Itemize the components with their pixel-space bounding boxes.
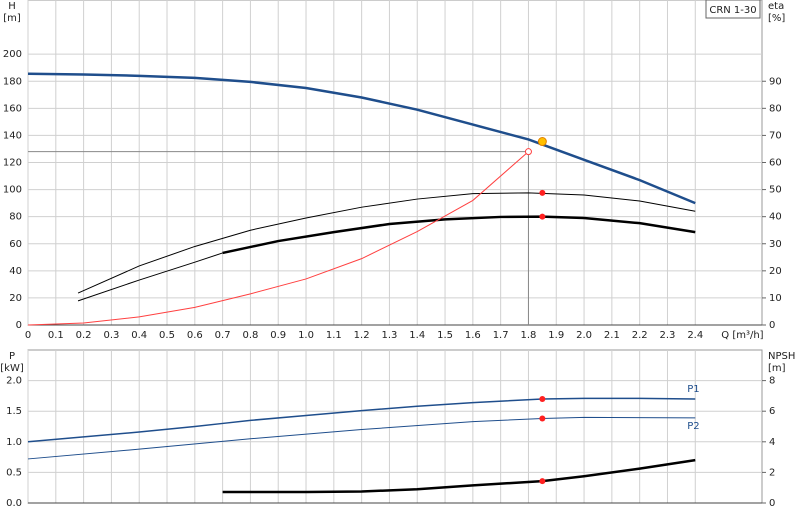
y-tick-label: 0.0: [6, 498, 22, 509]
point-marker: [524, 148, 532, 156]
y-tick-label: 40: [9, 266, 22, 277]
y2-tick-label: 10: [769, 293, 782, 304]
y-tick-label: 60: [9, 239, 22, 250]
x-tick-label: 0.5: [159, 330, 175, 341]
x-tick-label: 2.1: [604, 330, 620, 341]
x-tick-label: 1.9: [548, 330, 564, 341]
y-tick-label: 0: [16, 320, 22, 331]
point-marker: [539, 478, 546, 485]
series-line: [27, 151, 529, 326]
x-tick-label: 1.1: [326, 330, 342, 341]
y-tick-label: 100: [3, 185, 22, 196]
point-marker: [539, 395, 546, 402]
y2-tick-label: 90: [769, 76, 782, 87]
x-tick-label: 1.0: [298, 330, 314, 341]
y-tick-label: 200: [3, 49, 22, 60]
y-tick-label: 160: [3, 103, 22, 114]
y2-tick-label: 0: [769, 320, 775, 331]
x-tick-label: 0.3: [103, 330, 119, 341]
y2-axis-label: NPSH: [768, 351, 795, 362]
x-tick-label: 0.6: [187, 330, 203, 341]
x-tick-label: 0.8: [242, 330, 258, 341]
y2-tick-label: 4: [769, 437, 775, 448]
y-tick-label: 120: [3, 158, 22, 169]
series-line: [222, 215, 696, 255]
y-tick-label: 20: [9, 293, 22, 304]
plot-area: [27, 349, 763, 504]
x-tick-label: 2.0: [576, 330, 592, 341]
y2-tick-label: 60: [769, 158, 782, 169]
y-tick-label: 2.0: [6, 376, 22, 387]
y-tick-label: 140: [3, 130, 22, 141]
y2-axis-label: eta: [768, 1, 784, 12]
series-line: [27, 397, 696, 443]
x-tick-label: 1.4: [409, 330, 425, 341]
title-box: [705, 0, 761, 19]
y2-tick-label: 50: [769, 185, 782, 196]
x-tick-label: 0.4: [131, 330, 147, 341]
x-tick-label: 0.1: [48, 330, 64, 341]
y2-tick-label: 20: [769, 266, 782, 277]
y2-tick-label: 80: [769, 103, 782, 114]
y2-tick-label: 40: [769, 212, 782, 223]
y-axis-label: H: [8, 1, 16, 12]
chart-title: CRN 1-30: [709, 5, 756, 16]
y2-axis-unit: [m]: [768, 363, 786, 374]
x-tick-label: 1.7: [493, 330, 509, 341]
x-axis-label: Q [m³/h]: [721, 330, 763, 341]
series-label: P1: [687, 384, 699, 395]
x-tick-label: 0: [25, 330, 31, 341]
y-tick-label: 1.0: [6, 437, 22, 448]
series-line: [27, 72, 696, 205]
series-line: [27, 416, 696, 460]
y-tick-label: 180: [3, 76, 22, 87]
x-tick-label: 2.4: [687, 330, 703, 341]
y2-tick-label: 8: [769, 376, 775, 387]
x-tick-label: 0.9: [270, 330, 286, 341]
y2-tick-label: 0: [769, 498, 775, 509]
x-tick-label: 1.8: [521, 330, 537, 341]
y2-tick-label: 2: [769, 467, 775, 478]
y-tick-label: 0.5: [6, 467, 22, 478]
x-tick-label: 1.5: [437, 330, 453, 341]
y-tick-label: 80: [9, 212, 22, 223]
series-label: P2: [687, 421, 699, 432]
x-tick-label: 2.2: [632, 330, 648, 341]
point-marker: [537, 137, 547, 147]
y-tick-label: 1.5: [6, 406, 22, 417]
y2-axis-unit: [%]: [768, 13, 785, 24]
point-marker: [539, 189, 546, 196]
series-line: [77, 192, 696, 294]
series-line: [222, 458, 696, 494]
y2-tick-label: 6: [769, 406, 775, 417]
series-line: [77, 252, 223, 302]
point-marker: [539, 415, 546, 422]
x-tick-label: 1.3: [381, 330, 397, 341]
x-tick-label: 0.2: [76, 330, 92, 341]
x-tick-label: 1.6: [465, 330, 481, 341]
y-axis-unit: [m]: [3, 13, 21, 24]
x-tick-label: 2.3: [660, 330, 676, 341]
x-tick-label: 1.2: [354, 330, 370, 341]
y-axis-unit: [kW]: [0, 363, 24, 374]
point-marker: [539, 213, 546, 220]
x-tick-label: 0.7: [215, 330, 231, 341]
y2-tick-label: 70: [769, 130, 782, 141]
y2-tick-label: 30: [769, 239, 782, 250]
y-axis-label: P: [9, 351, 15, 362]
